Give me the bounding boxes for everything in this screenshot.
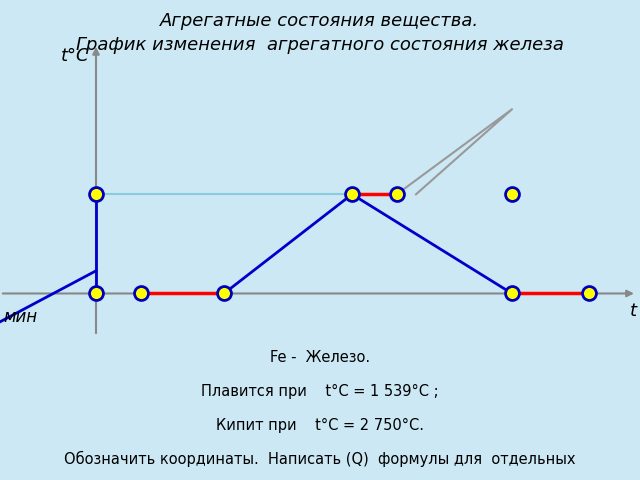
Text: Обозначить координаты.  Написать (Q)  формулы для  отдельных: Обозначить координаты. Написать (Q) форм… [64,451,576,468]
Text: Плавится при    t°C = 1 539°C ;: Плавится при t°C = 1 539°C ; [201,384,439,399]
Text: мин: мин [3,308,37,325]
Text: График изменения  агрегатного состояния железа: График изменения агрегатного состояния ж… [76,36,564,54]
Text: Агрегатные состояния вещества.: Агрегатные состояния вещества. [161,12,479,30]
Text: Кипит при    t°C = 2 750°C.: Кипит при t°C = 2 750°C. [216,418,424,432]
Text: t: t [630,302,637,320]
Text: t°C: t°C [61,47,90,65]
Text: Fe -  Железо.: Fe - Железо. [270,350,370,365]
